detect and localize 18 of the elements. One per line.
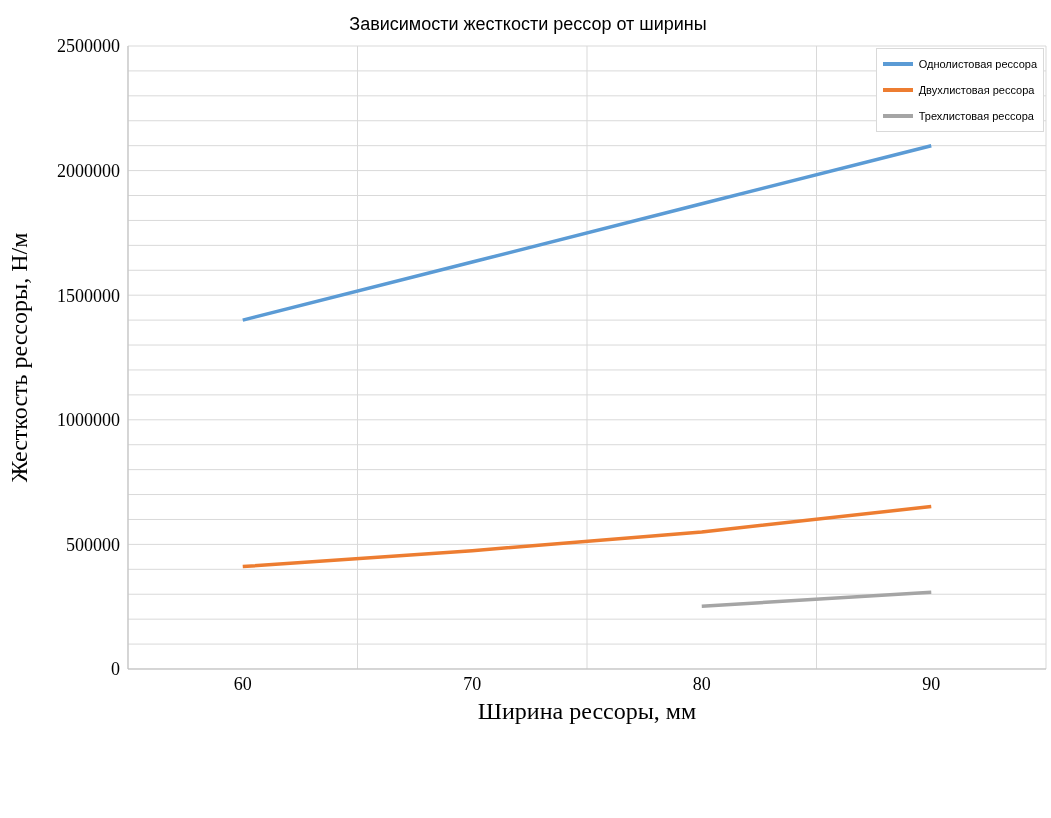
x-axis-title: Ширина рессоры, мм bbox=[477, 698, 697, 724]
chart-title: Зависимости жесткости рессор от ширины bbox=[348, 14, 708, 35]
y-tick-label: 0 bbox=[111, 659, 120, 680]
y-tick-label: 2500000 bbox=[57, 36, 120, 57]
x-tick-label: 70 bbox=[463, 673, 482, 694]
x-tick-label: 60 bbox=[233, 673, 252, 694]
line-series bbox=[241, 143, 933, 322]
x-tick-label: 90 bbox=[922, 673, 941, 694]
legend-label: Трехлистовая рессора bbox=[918, 110, 1034, 122]
y-axis-title: Жесткость рессоры, Н/м bbox=[5, 232, 32, 483]
legend-label: Однолистовая рессора bbox=[918, 58, 1037, 70]
y-tick-label: 1500000 bbox=[57, 285, 120, 306]
line-series bbox=[241, 504, 933, 569]
legend-label: Двухлистовая рессора bbox=[918, 84, 1035, 96]
y-tick-label: 2000000 bbox=[57, 160, 120, 181]
y-tick-label: 1000000 bbox=[57, 410, 120, 431]
x-tick-label: 80 bbox=[692, 673, 711, 694]
y-tick-label: 500000 bbox=[66, 534, 120, 555]
